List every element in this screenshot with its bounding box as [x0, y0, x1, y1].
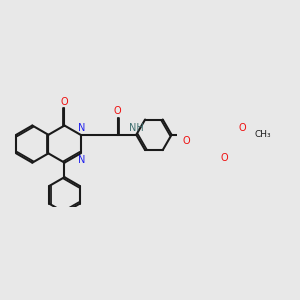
Text: N: N: [78, 124, 85, 134]
Text: O: O: [183, 136, 190, 146]
Text: O: O: [61, 97, 68, 107]
Text: N: N: [78, 155, 85, 165]
Text: NH: NH: [129, 123, 144, 133]
Text: O: O: [239, 123, 246, 133]
Text: CH₃: CH₃: [254, 130, 271, 139]
Text: O: O: [114, 106, 122, 116]
Text: O: O: [220, 153, 228, 163]
